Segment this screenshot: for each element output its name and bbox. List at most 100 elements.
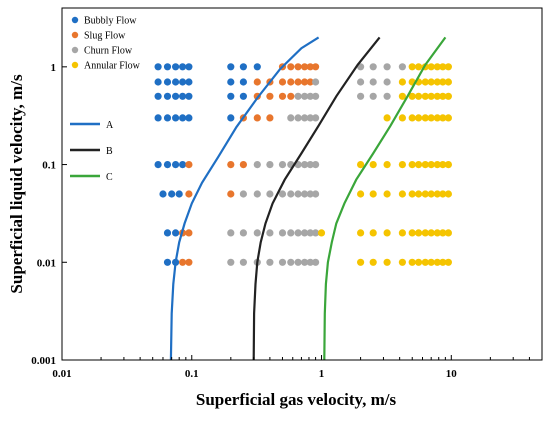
series-churn-flow	[227, 63, 406, 266]
point-bubbly-flow	[172, 78, 180, 86]
point-churn-flow	[301, 92, 309, 100]
point-annular-flow	[439, 258, 447, 266]
point-churn-flow	[278, 190, 287, 198]
point-bubbly-flow	[172, 161, 180, 169]
point-annular-flow	[427, 114, 435, 122]
point-bubbly-flow	[227, 92, 235, 100]
point-churn-flow	[306, 258, 314, 266]
point-annular-flow	[421, 229, 429, 237]
point-churn-flow	[301, 114, 309, 122]
point-churn-flow	[312, 161, 320, 169]
point-bubbly-flow	[185, 114, 193, 122]
point-annular-flow	[415, 92, 423, 100]
point-annular-flow	[408, 63, 416, 71]
point-bubbly-flow	[179, 114, 187, 122]
boundary-curve-b	[252, 36, 381, 360]
point-slug-flow	[227, 190, 235, 198]
point-bubbly-flow	[227, 78, 235, 86]
point-annular-flow	[421, 78, 429, 86]
point-annular-flow	[433, 190, 441, 198]
point-annular-flow	[415, 63, 423, 71]
point-annular-flow	[433, 78, 441, 86]
y-tick-label: 0.1	[42, 160, 56, 172]
point-slug-flow	[306, 63, 314, 71]
point-churn-flow	[357, 78, 365, 86]
point-churn-flow	[357, 92, 365, 100]
point-bubbly-flow	[163, 161, 172, 169]
point-bubbly-flow	[172, 92, 180, 100]
point-annular-flow	[369, 161, 377, 169]
point-annular-flow	[408, 258, 416, 266]
point-churn-flow	[312, 190, 320, 198]
point-annular-flow	[415, 161, 423, 169]
legend-label: C	[106, 172, 113, 183]
point-bubbly-flow	[154, 63, 162, 71]
point-annular-flow	[415, 190, 423, 198]
legend-item-line-c: C	[70, 172, 113, 183]
point-annular-flow	[383, 258, 391, 266]
point-slug-flow	[185, 229, 193, 237]
point-churn-flow	[287, 258, 295, 266]
point-churn-flow	[287, 229, 295, 237]
point-churn-flow	[301, 161, 309, 169]
point-churn-flow	[306, 114, 314, 122]
point-annular-flow	[439, 92, 447, 100]
point-annular-flow	[433, 63, 441, 71]
point-annular-flow	[383, 190, 391, 198]
plot-frame	[61, 7, 543, 361]
point-slug-flow	[185, 190, 193, 198]
point-annular-flow	[421, 161, 429, 169]
point-annular-flow	[421, 190, 429, 198]
point-annular-flow	[408, 229, 416, 237]
legend-marker	[71, 61, 79, 69]
point-slug-flow	[185, 258, 193, 266]
point-slug-flow	[185, 161, 193, 169]
point-bubbly-flow	[154, 92, 162, 100]
legend-marker	[71, 46, 79, 54]
legend-label: Bubbly Flow	[84, 16, 137, 27]
point-churn-flow	[266, 190, 274, 198]
y-tick-label: 0.01	[37, 257, 56, 269]
point-slug-flow	[294, 78, 302, 86]
point-annular-flow	[444, 78, 452, 86]
point-annular-flow	[433, 114, 441, 122]
x-tick-label: 10	[446, 368, 458, 380]
point-annular-flow	[408, 114, 416, 122]
point-annular-flow	[357, 190, 365, 198]
y-axis-title: Superficial liquid velocity, m/s	[7, 74, 26, 294]
legend-marker	[71, 16, 79, 24]
point-annular-flow	[408, 161, 416, 169]
series-annular-flow	[317, 63, 452, 266]
point-annular-flow	[439, 78, 447, 86]
point-churn-flow	[369, 78, 377, 86]
point-annular-flow	[427, 161, 435, 169]
point-annular-flow	[421, 92, 429, 100]
point-annular-flow	[369, 258, 377, 266]
point-slug-flow	[266, 114, 274, 122]
point-churn-flow	[398, 63, 406, 71]
point-annular-flow	[444, 161, 452, 169]
point-annular-flow	[415, 258, 423, 266]
point-annular-flow	[439, 63, 447, 71]
point-churn-flow	[306, 190, 314, 198]
point-bubbly-flow	[179, 161, 187, 169]
point-annular-flow	[357, 161, 365, 169]
point-slug-flow	[294, 63, 302, 71]
x-tick-label: 0.01	[52, 368, 71, 380]
point-churn-flow	[383, 78, 391, 86]
point-bubbly-flow	[168, 190, 176, 198]
point-annular-flow	[427, 63, 435, 71]
point-bubbly-flow	[163, 92, 172, 100]
point-bubbly-flow	[163, 229, 172, 237]
point-annular-flow	[317, 229, 326, 237]
legend-label: Churn Flow	[84, 46, 133, 57]
point-churn-flow	[312, 78, 320, 86]
point-slug-flow	[278, 92, 287, 100]
point-slug-flow	[253, 78, 261, 86]
point-bubbly-flow	[227, 63, 235, 71]
point-churn-flow	[306, 229, 314, 237]
point-churn-flow	[278, 229, 287, 237]
series-bubbly-flow	[154, 63, 261, 266]
